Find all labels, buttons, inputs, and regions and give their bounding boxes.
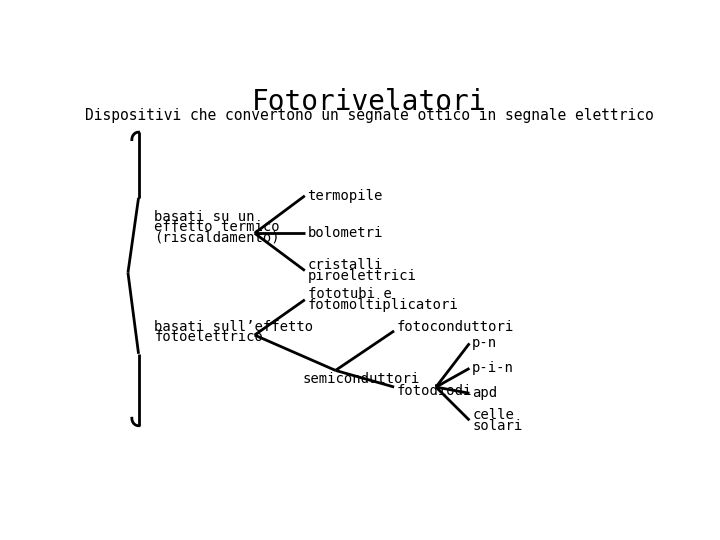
Text: basati su un: basati su un — [154, 210, 255, 224]
Text: solari: solari — [472, 418, 523, 433]
Text: fototubi e: fototubi e — [307, 287, 392, 301]
Text: fotoelettrico: fotoelettrico — [154, 330, 263, 344]
Text: fotomoltiplicatori: fotomoltiplicatori — [307, 298, 459, 312]
Text: termopile: termopile — [307, 189, 383, 203]
Text: bolometri: bolometri — [307, 226, 383, 240]
Text: piroelettrici: piroelettrici — [307, 269, 416, 283]
Text: (riscaldamento): (riscaldamento) — [154, 231, 280, 245]
Text: fotoconduttori: fotoconduttori — [397, 320, 514, 334]
Text: p-n: p-n — [472, 336, 498, 350]
Text: cristalli: cristalli — [307, 258, 383, 272]
Text: Dispositivi che convertono un segnale ottico in segnale elettrico: Dispositivi che convertono un segnale ot… — [85, 109, 653, 124]
Text: effetto termico: effetto termico — [154, 220, 280, 234]
Text: semiconduttori: semiconduttori — [302, 372, 419, 386]
Text: basati sull’effetto: basati sull’effetto — [154, 320, 313, 334]
Text: apd: apd — [472, 386, 498, 400]
Text: p-i-n: p-i-n — [472, 361, 514, 375]
Text: celle: celle — [472, 408, 514, 422]
Text: fotodiodi: fotodiodi — [397, 384, 472, 398]
Text: Fotorivelatori: Fotorivelatori — [252, 87, 486, 116]
